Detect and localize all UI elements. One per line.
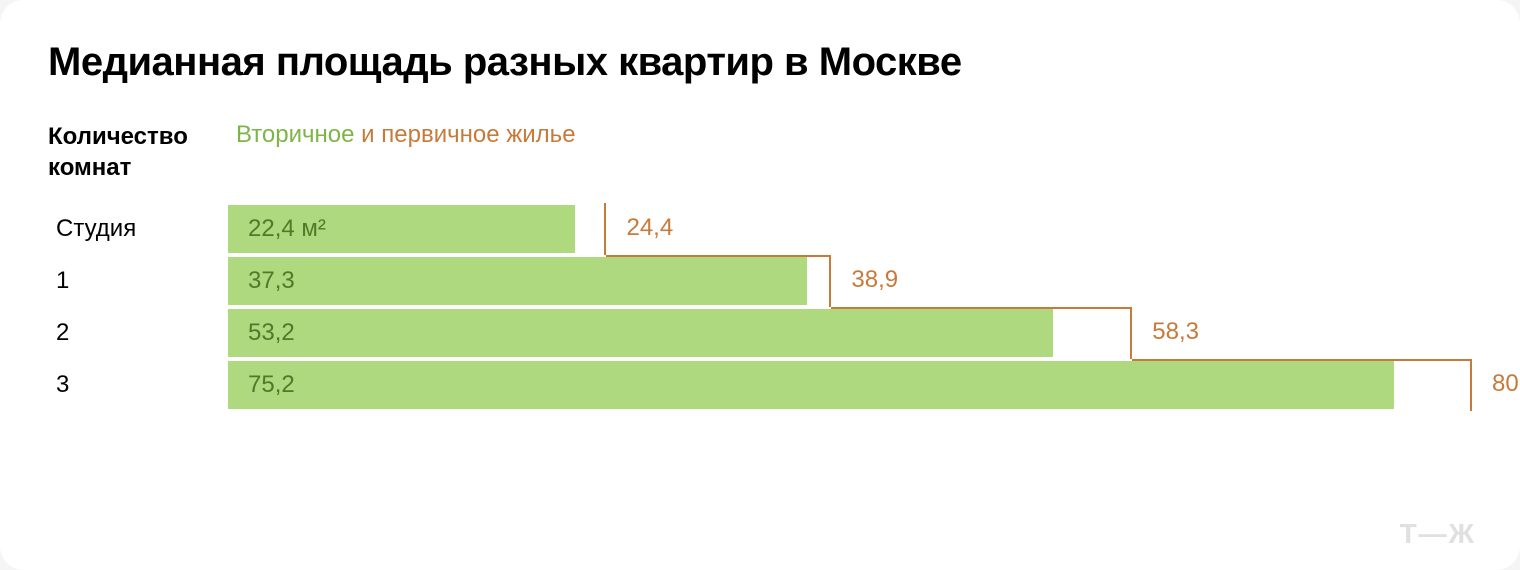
chart-card: Медианная площадь разных квартир в Москв… xyxy=(0,0,1520,570)
chart-row: 375,280,2 xyxy=(48,359,1472,411)
bar-area: 53,2 58,3 xyxy=(228,307,1472,359)
row-label: 3 xyxy=(48,371,228,399)
axis-label: Количество комнат xyxy=(48,121,228,183)
bar-area: 75,280,2 xyxy=(228,359,1472,411)
row-label: 1 xyxy=(48,267,228,295)
bar-secondary: 75,2 xyxy=(228,361,1394,409)
chart-row: Студия22,4 м² 24,4 xyxy=(48,203,1472,255)
chart-row: 253,2 58,3 xyxy=(48,307,1472,359)
legend-secondary: Вторичное xyxy=(236,121,355,148)
chart-header-row: Количество комнат Вторичное и первичное … xyxy=(48,121,1472,183)
chart-legend: Вторичное и первичное жилье xyxy=(228,121,576,149)
bar-value-label: 53,2 xyxy=(228,319,295,347)
chart-rows: Студия22,4 м² 24,4 137,3 38,9 253,2 58,3 375,2… xyxy=(48,203,1472,411)
bar-secondary: 53,2 xyxy=(228,309,1053,357)
marker-value-label: 24,4 xyxy=(626,214,673,242)
watermark: Т—Ж xyxy=(1400,518,1476,550)
row-label: 2 xyxy=(48,319,228,347)
legend-connector: и xyxy=(355,121,382,148)
row-label: Студия xyxy=(48,215,228,243)
marker-step xyxy=(575,203,606,255)
marker-value-label: 58,3 xyxy=(1152,318,1199,346)
legend-primary: первичное жилье xyxy=(381,121,575,148)
bar-value-label: 22,4 м² xyxy=(228,215,326,243)
chart-row: 137,3 38,9 xyxy=(48,255,1472,307)
bar-area: 37,3 38,9 xyxy=(228,255,1472,307)
marker-value-label: 80,2 xyxy=(1492,370,1520,398)
bar-secondary: 37,3 xyxy=(228,257,807,305)
bar-area: 22,4 м² 24,4 xyxy=(228,203,1472,255)
chart-title: Медианная площадь разных квартир в Москв… xyxy=(48,40,1472,85)
marker-value-label: 38,9 xyxy=(851,266,898,294)
bar-secondary: 22,4 м² xyxy=(228,205,575,253)
bar-value-label: 75,2 xyxy=(228,371,295,399)
bar-value-label: 37,3 xyxy=(228,267,295,295)
